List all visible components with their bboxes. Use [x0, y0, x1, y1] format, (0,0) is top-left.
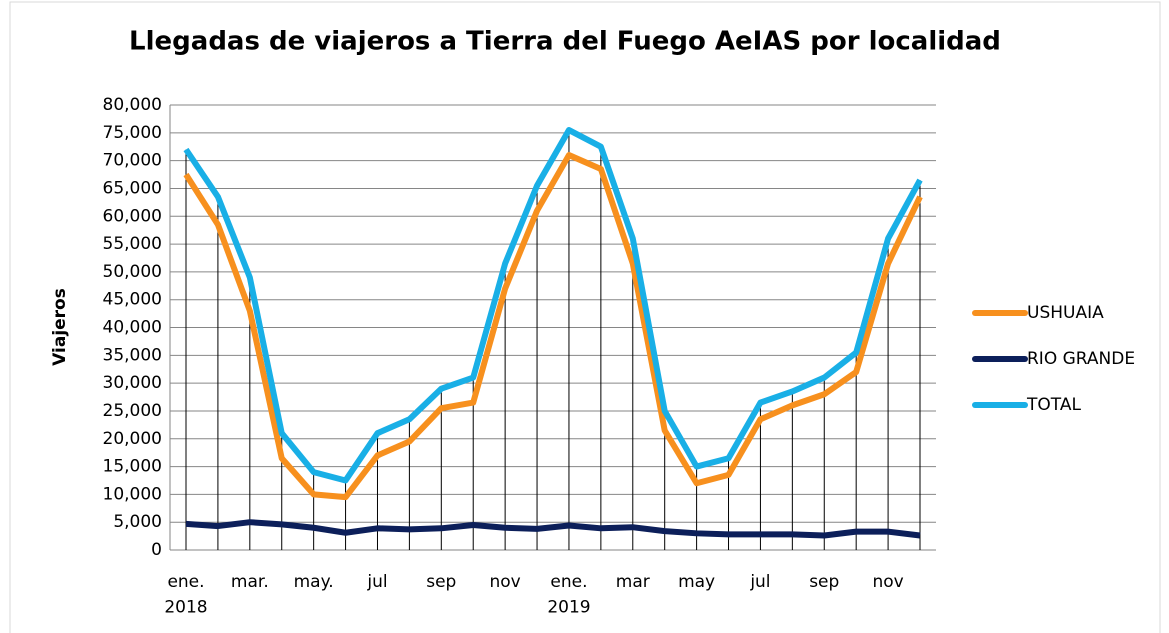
x-tick-label: jul [749, 572, 770, 592]
y-tick-label: 60,000 [103, 206, 162, 226]
x-tick-label: mar. [231, 572, 269, 592]
y-tick-label: 50,000 [103, 262, 162, 282]
y-tick-label: 35,000 [103, 345, 162, 365]
y-tick-label: 70,000 [103, 151, 162, 171]
y-tick-label: 30,000 [103, 373, 162, 393]
y-tick-label: 65,000 [103, 178, 162, 198]
series-line [183, 127, 923, 484]
legend-label: RIO GRANDE [1027, 349, 1135, 369]
chart-frame [9, 1, 1161, 633]
series-line [183, 152, 923, 501]
y-tick-label: 45,000 [103, 290, 162, 310]
y-tick-label: 20,000 [103, 429, 162, 449]
x-tick-label: nov [490, 572, 521, 592]
x-tick-label: ene. 2019 [547, 572, 590, 618]
y-tick-label: 10,000 [103, 484, 162, 504]
x-tick-label: may [678, 572, 715, 592]
x-tick-label: sep [426, 572, 456, 592]
legend-label: USHUAIA [1027, 303, 1104, 323]
x-tick-label: ene. 2018 [164, 572, 207, 618]
x-tick-label: may. [294, 572, 334, 592]
y-tick-label: 25,000 [103, 401, 162, 421]
series-line [185, 519, 921, 539]
y-tick-label: 40,000 [103, 318, 162, 338]
y-tick-label: 15,000 [103, 457, 162, 477]
x-tick-label: mar [616, 572, 650, 592]
y-tick-label: 80,000 [103, 95, 162, 115]
chart-title: Llegadas de viajeros a Tierra del Fuego … [129, 27, 1001, 57]
y-axis-label: Viajeros [50, 288, 70, 366]
y-tick-label: 0 [151, 540, 162, 560]
x-tick-label: jul [366, 572, 387, 592]
y-tick-label: 75,000 [103, 123, 162, 143]
y-tick-label: 5,000 [113, 512, 162, 532]
x-tick-label: sep [809, 572, 839, 592]
y-tick-label: 55,000 [103, 234, 162, 254]
x-tick-label: nov [872, 572, 903, 592]
legend-label: TOTAL [1026, 395, 1081, 415]
